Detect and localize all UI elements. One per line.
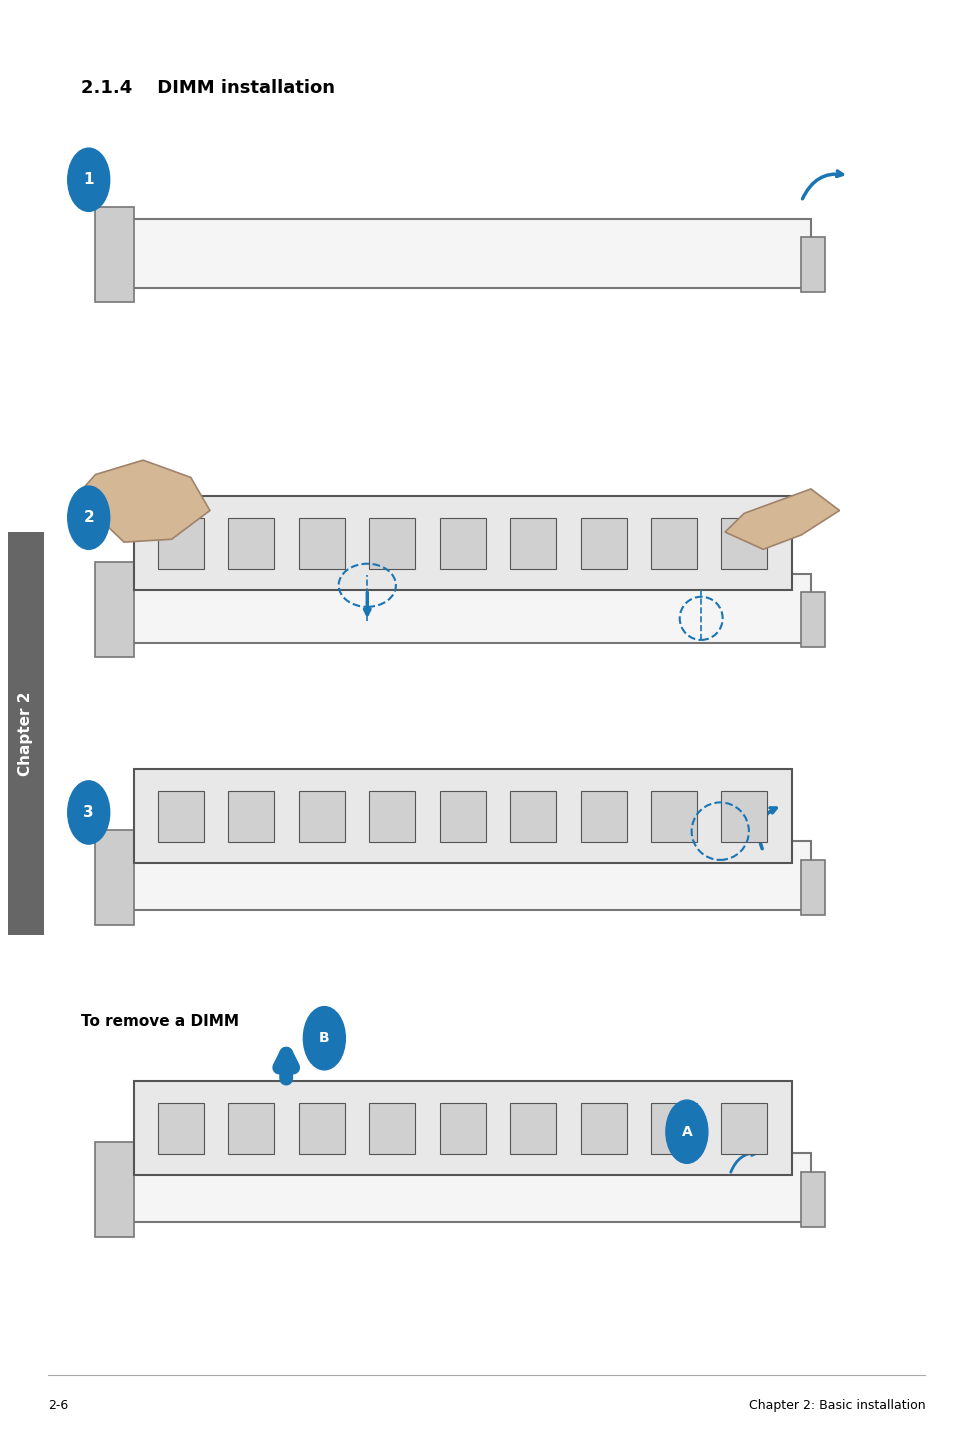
FancyBboxPatch shape: [510, 1103, 556, 1155]
FancyBboxPatch shape: [510, 518, 556, 569]
FancyBboxPatch shape: [580, 1103, 626, 1155]
FancyBboxPatch shape: [298, 791, 344, 843]
FancyBboxPatch shape: [720, 1103, 766, 1155]
Text: Chapter 2: Basic installation: Chapter 2: Basic installation: [748, 1399, 924, 1412]
Circle shape: [68, 148, 110, 211]
Text: 2.1.4    DIMM installation: 2.1.4 DIMM installation: [81, 79, 335, 98]
Text: 2: 2: [83, 510, 94, 525]
FancyBboxPatch shape: [650, 791, 697, 843]
Text: Chapter 2: Chapter 2: [18, 692, 33, 775]
Circle shape: [68, 781, 110, 844]
Text: 2-6: 2-6: [48, 1399, 68, 1412]
FancyBboxPatch shape: [133, 769, 791, 863]
FancyBboxPatch shape: [133, 1081, 791, 1175]
FancyBboxPatch shape: [228, 791, 274, 843]
Text: B: B: [318, 1031, 330, 1045]
FancyBboxPatch shape: [124, 574, 810, 643]
FancyBboxPatch shape: [298, 518, 344, 569]
FancyBboxPatch shape: [8, 532, 44, 935]
FancyBboxPatch shape: [95, 830, 133, 925]
Circle shape: [68, 486, 110, 549]
FancyBboxPatch shape: [369, 791, 415, 843]
FancyBboxPatch shape: [124, 219, 810, 288]
FancyBboxPatch shape: [95, 1142, 133, 1237]
FancyBboxPatch shape: [158, 791, 204, 843]
FancyBboxPatch shape: [580, 791, 626, 843]
FancyBboxPatch shape: [720, 791, 766, 843]
FancyBboxPatch shape: [95, 207, 133, 302]
Text: To remove a DIMM: To remove a DIMM: [81, 1014, 239, 1028]
FancyBboxPatch shape: [124, 841, 810, 910]
FancyBboxPatch shape: [650, 518, 697, 569]
FancyBboxPatch shape: [439, 791, 485, 843]
FancyBboxPatch shape: [801, 592, 824, 647]
FancyBboxPatch shape: [158, 518, 204, 569]
FancyBboxPatch shape: [158, 1103, 204, 1155]
Polygon shape: [76, 460, 210, 542]
FancyBboxPatch shape: [228, 1103, 274, 1155]
Circle shape: [665, 1100, 707, 1163]
FancyBboxPatch shape: [801, 860, 824, 915]
Text: A: A: [680, 1125, 692, 1139]
Circle shape: [303, 1007, 345, 1070]
FancyBboxPatch shape: [650, 1103, 697, 1155]
Text: 1: 1: [83, 173, 94, 187]
Polygon shape: [724, 489, 839, 549]
FancyBboxPatch shape: [133, 496, 791, 590]
FancyBboxPatch shape: [580, 518, 626, 569]
FancyBboxPatch shape: [439, 1103, 485, 1155]
FancyBboxPatch shape: [801, 1172, 824, 1227]
FancyBboxPatch shape: [720, 518, 766, 569]
FancyBboxPatch shape: [228, 518, 274, 569]
FancyBboxPatch shape: [124, 1153, 810, 1222]
FancyBboxPatch shape: [801, 237, 824, 292]
FancyBboxPatch shape: [439, 518, 485, 569]
FancyBboxPatch shape: [369, 1103, 415, 1155]
FancyBboxPatch shape: [510, 791, 556, 843]
FancyBboxPatch shape: [369, 518, 415, 569]
FancyBboxPatch shape: [298, 1103, 344, 1155]
FancyBboxPatch shape: [95, 562, 133, 657]
Text: 3: 3: [83, 805, 94, 820]
